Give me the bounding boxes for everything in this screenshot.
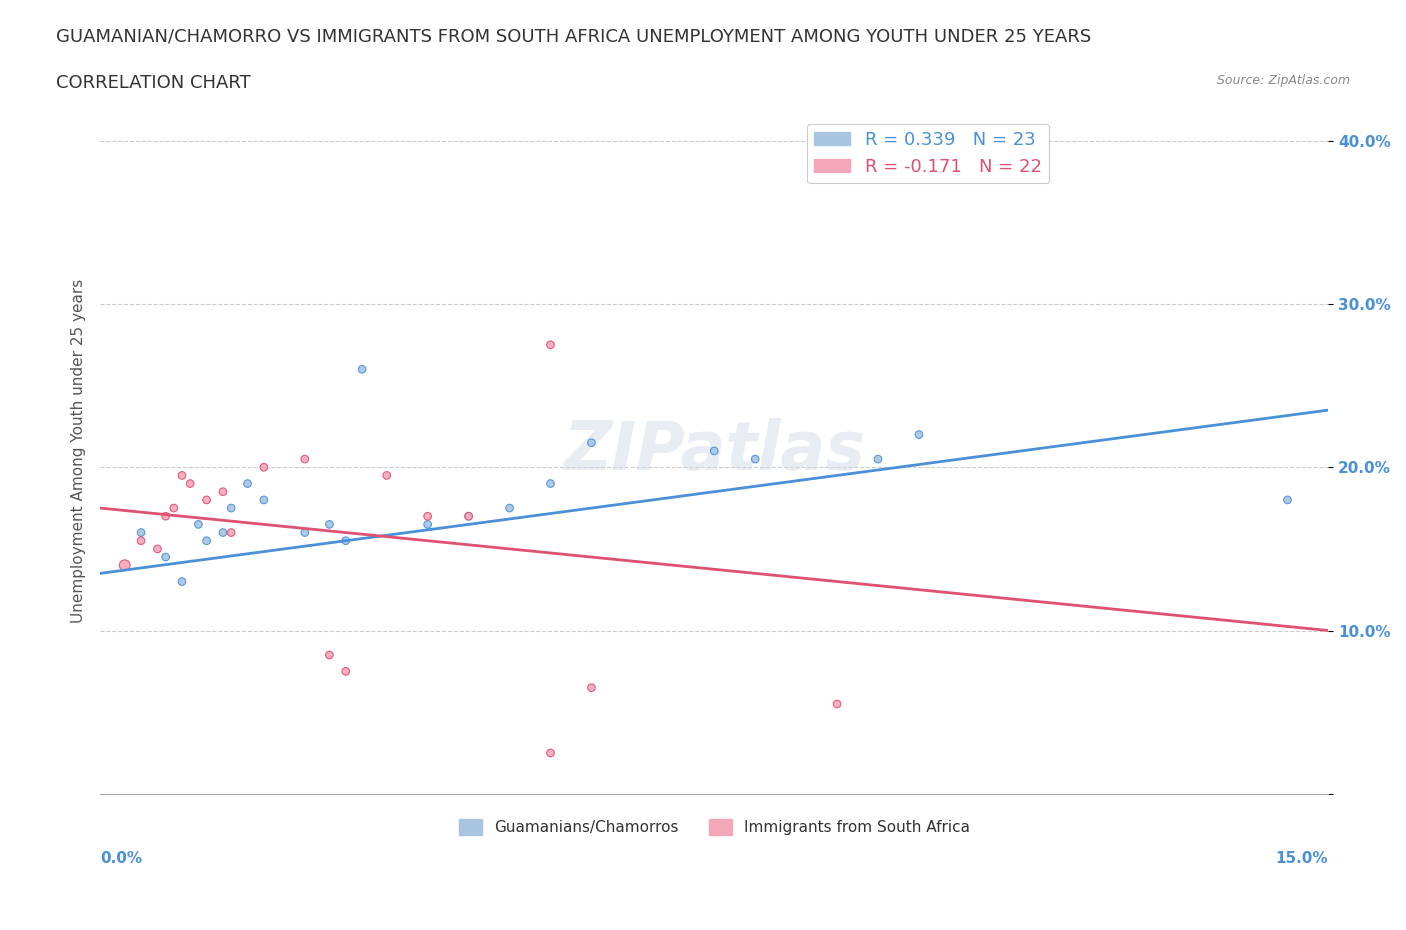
Point [318, 517, 340, 532]
Point [129, 533, 152, 548]
Point [375, 468, 398, 483]
Text: Source: ZipAtlas.com: Source: ZipAtlas.com [1216, 74, 1350, 87]
Point [335, 664, 357, 679]
Point [352, 362, 374, 377]
Point [253, 459, 276, 474]
Point [581, 435, 603, 450]
Point [908, 427, 931, 442]
Point [498, 500, 520, 515]
Point [170, 468, 193, 483]
Point [253, 493, 276, 508]
Point [219, 500, 242, 515]
Point [457, 509, 479, 524]
Point [236, 476, 259, 491]
Point [335, 533, 357, 548]
Point [294, 525, 316, 540]
Point [1277, 493, 1299, 508]
Text: 15.0%: 15.0% [1275, 851, 1329, 866]
Text: CORRELATION CHART: CORRELATION CHART [56, 74, 252, 92]
Point [540, 338, 562, 352]
Point [866, 452, 889, 467]
Point [540, 476, 562, 491]
Point [170, 574, 193, 589]
Point [825, 697, 848, 711]
Text: 0.0%: 0.0% [100, 851, 142, 866]
Point [163, 500, 186, 515]
Point [703, 444, 725, 458]
Point [294, 452, 316, 467]
Legend: Guamanians/Chamorros, Immigrants from South Africa: Guamanians/Chamorros, Immigrants from So… [453, 813, 976, 841]
Point [129, 525, 152, 540]
Point [416, 509, 439, 524]
Point [155, 550, 177, 565]
Point [212, 525, 235, 540]
Point [155, 509, 177, 524]
Point [195, 493, 218, 508]
Point [744, 452, 766, 467]
Point [179, 476, 201, 491]
Point [416, 517, 439, 532]
Y-axis label: Unemployment Among Youth under 25 years: Unemployment Among Youth under 25 years [72, 279, 86, 623]
Point [114, 558, 136, 573]
Point [318, 647, 340, 662]
Point [949, 158, 972, 173]
Point [540, 746, 562, 761]
Point [581, 680, 603, 695]
Point [457, 509, 479, 524]
Point [212, 485, 235, 499]
Text: ZIPatlas: ZIPatlas [564, 418, 865, 484]
Point [187, 517, 209, 532]
Text: GUAMANIAN/CHAMORRO VS IMMIGRANTS FROM SOUTH AFRICA UNEMPLOYMENT AMONG YOUTH UNDE: GUAMANIAN/CHAMORRO VS IMMIGRANTS FROM SO… [56, 28, 1091, 46]
Point [219, 525, 242, 540]
Point [146, 541, 169, 556]
Point [195, 533, 218, 548]
